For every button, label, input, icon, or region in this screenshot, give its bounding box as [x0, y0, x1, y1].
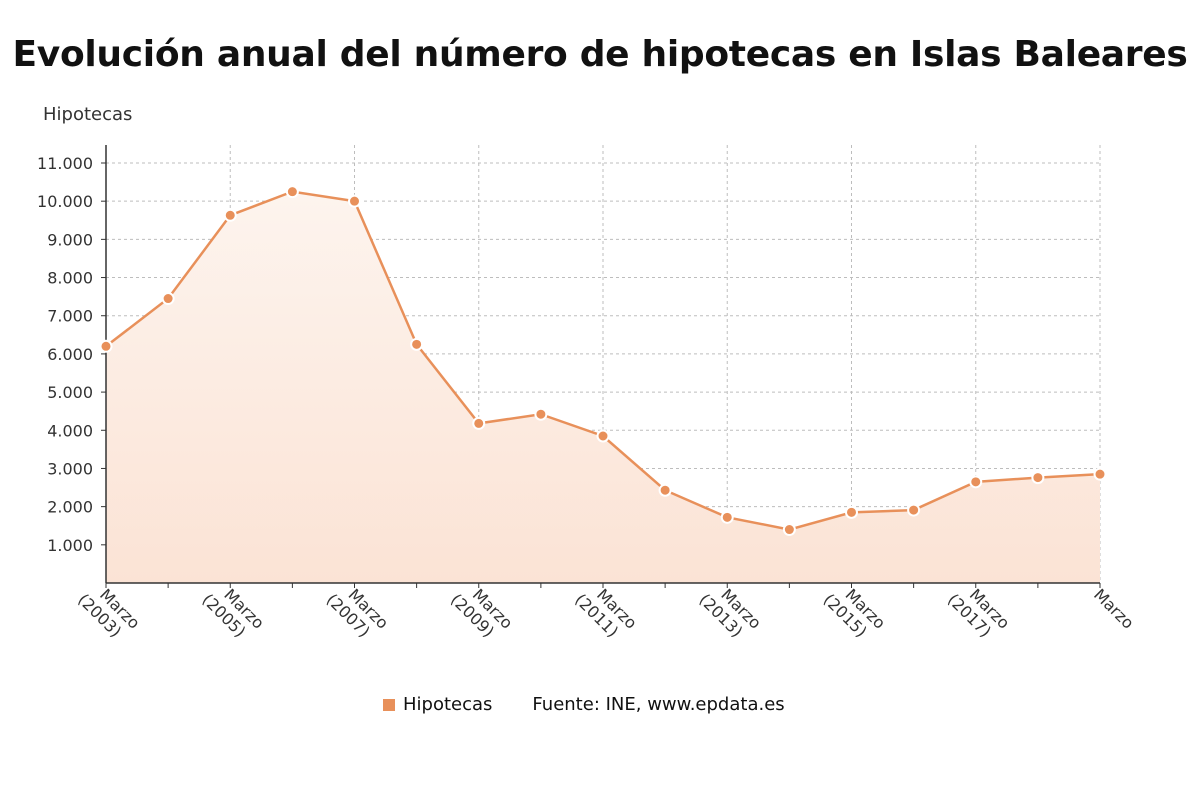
x-tick-labels: Marzo(2003) Marzo(2005) Marzo(2007) Marzo(2… [74, 585, 1138, 641]
y-tick-labels: 1.000 2.000 3.000 4.000 5.000 6.000 7.000 8.000… [37, 154, 93, 555]
y-tick-label: 3.000 [47, 459, 93, 478]
data-point-3 [285, 185, 299, 199]
data-point-16 [1093, 467, 1107, 481]
data-point-14 [969, 475, 983, 489]
y-tick-label: 7.000 [47, 307, 93, 326]
data-point-2 [223, 208, 237, 222]
data-point-12 [845, 505, 858, 519]
x-tick-label: Marzo(2003) [74, 585, 144, 641]
legend-swatch [383, 698, 395, 711]
x-tick-label-line: Marzo [1090, 585, 1138, 633]
y-tick-label: 11.000 [37, 154, 93, 173]
legend: Hipotecas Fuente: INE, www.epdata.es [383, 694, 785, 715]
data-points [99, 185, 1107, 537]
data-point-13 [907, 503, 921, 517]
x-tick-label: Marzo [1090, 585, 1138, 633]
y-tick-label: 8.000 [47, 269, 93, 288]
chart-title: Evolución anual del número de hipotecas … [12, 34, 1188, 75]
x-tick-label: Marzo(2013) [695, 585, 765, 641]
y-tick-label: 9.000 [47, 230, 93, 249]
data-point-0 [99, 339, 113, 353]
data-point-6 [472, 416, 486, 430]
data-point-10 [720, 510, 734, 524]
axes [101, 145, 1101, 588]
area-fill [106, 191, 1100, 584]
x-tick-label: Marzo(2007) [323, 585, 393, 641]
y-tick-label: 5.000 [47, 383, 93, 402]
data-point-11 [782, 523, 796, 537]
source-note: Fuente: INE, www.epdata.es [532, 694, 785, 715]
data-point-15 [1031, 471, 1045, 485]
x-tick-label: Marzo(2005) [198, 585, 268, 641]
x-tick-label: Marzo(2015) [820, 585, 890, 641]
data-point-8 [596, 429, 610, 443]
y-tick-label: 4.000 [47, 421, 93, 440]
x-tick-label: Marzo(2017) [944, 585, 1014, 641]
data-point-1 [161, 292, 175, 306]
y-axis-label: Hipotecas [43, 104, 133, 125]
data-point-5 [410, 337, 424, 351]
y-tick-label: 10.000 [37, 192, 93, 211]
data-point-4 [348, 194, 361, 208]
x-tick-label: Marzo(2009) [447, 585, 517, 641]
y-tick-label: 2.000 [47, 498, 93, 517]
y-tick-label: 1.000 [47, 536, 93, 555]
x-tick-label: Marzo(2011) [571, 585, 641, 641]
legend-label: Hipotecas [403, 694, 493, 715]
data-point-7 [534, 407, 548, 421]
data-point-9 [658, 483, 672, 497]
y-tick-label: 6.000 [47, 345, 93, 364]
